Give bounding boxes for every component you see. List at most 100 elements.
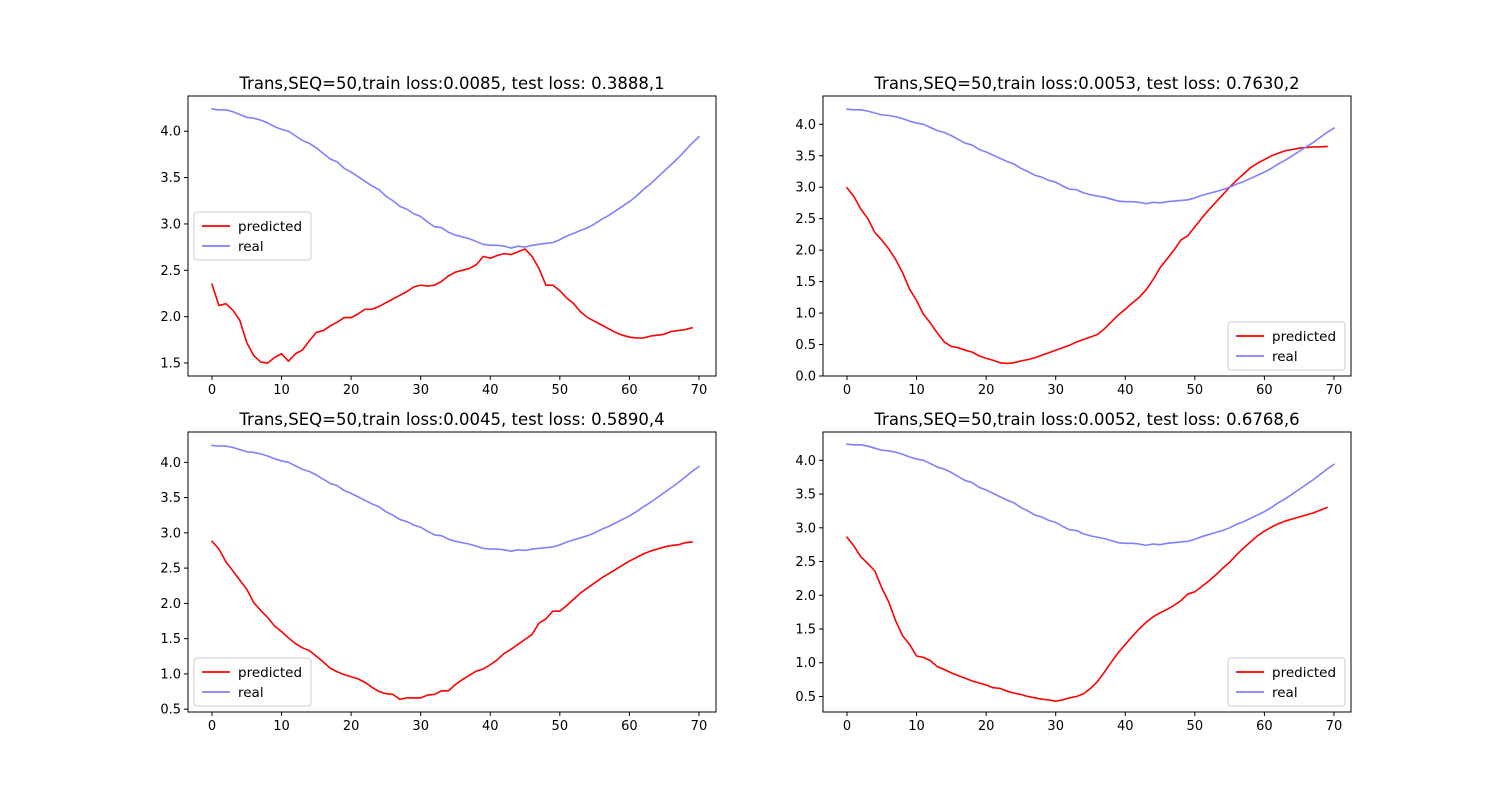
x-tick-label: 20: [343, 719, 360, 734]
legend-label-predicted: predicted: [1272, 329, 1336, 345]
axes-frame: [187, 95, 717, 377]
y-tick-label: 0.0: [795, 370, 816, 385]
legend-box: [1227, 657, 1346, 707]
x-tick-label: 20: [978, 719, 995, 734]
y-tick-label: 2.5: [160, 562, 181, 577]
y-tick-label: 3.5: [160, 491, 181, 506]
axes-frame: [187, 431, 717, 713]
legend-box: [193, 211, 312, 261]
series-line-real: [846, 443, 1336, 547]
x-tick-label: 50: [1187, 383, 1204, 398]
subplot-3: Trans,SEQ=50,train loss:0.0045, test los…: [160, 410, 717, 734]
x-tick-label: 20: [978, 383, 995, 398]
legend: predicted real: [1227, 657, 1346, 707]
subplot-title: Trans,SEQ=50,train loss:0.0053, test los…: [873, 74, 1299, 93]
y-tick-label: 2.0: [160, 310, 181, 325]
x-tick-label: 0: [843, 719, 851, 734]
x-tick-label: 60: [1256, 719, 1273, 734]
legend-label-predicted: predicted: [238, 665, 302, 681]
y-tick-label: 4.0: [795, 118, 816, 133]
x-tick-label: 20: [343, 383, 360, 398]
x-tick-label: 70: [691, 383, 708, 398]
x-tick-label: 10: [908, 383, 925, 398]
x-tick-label: 60: [1256, 383, 1273, 398]
x-tick-label: 30: [412, 383, 429, 398]
y-tick-label: 1.5: [795, 275, 816, 290]
legend-box: [1227, 321, 1346, 371]
x-tick-label: 60: [621, 383, 638, 398]
y-tick-label: 1.5: [160, 357, 181, 372]
y-tick-label: 0.5: [795, 338, 816, 353]
y-tick-label: 3.0: [160, 526, 181, 541]
legend-label-real: real: [238, 685, 264, 701]
x-tick-label: 40: [482, 383, 499, 398]
y-tick-label: 2.5: [795, 212, 816, 227]
legend-label-real: real: [1272, 685, 1298, 701]
x-tick-label: 70: [1326, 719, 1343, 734]
x-tick-label: 50: [1187, 719, 1204, 734]
legend-label-predicted: predicted: [1272, 665, 1336, 681]
x-tick-label: 10: [273, 383, 290, 398]
y-tick-label: 2.0: [795, 589, 816, 604]
y-tick-label: 3.0: [160, 217, 181, 232]
x-tick-label: 70: [691, 719, 708, 734]
y-tick-label: 4.0: [160, 456, 181, 471]
x-tick-label: 50: [552, 383, 569, 398]
x-tick-label: 50: [552, 719, 569, 734]
legend-label-real: real: [238, 239, 264, 255]
legend-label-predicted: predicted: [238, 219, 302, 235]
x-tick-label: 30: [1047, 383, 1064, 398]
y-tick-label: 3.5: [795, 488, 816, 503]
series-line-real: [211, 444, 701, 552]
axes-frame: [822, 431, 1352, 713]
x-tick-label: 70: [1326, 383, 1343, 398]
series-line-real: [211, 108, 701, 249]
y-tick-label: 4.0: [160, 125, 181, 140]
x-tick-label: 40: [482, 719, 499, 734]
y-tick-label: 2.5: [795, 555, 816, 570]
y-tick-label: 1.0: [795, 656, 816, 671]
x-tick-label: 60: [621, 719, 638, 734]
x-tick-label: 40: [1117, 383, 1134, 398]
y-tick-label: 3.5: [795, 149, 816, 164]
y-tick-label: 1.5: [795, 623, 816, 638]
subplot-title: Trans,SEQ=50,train loss:0.0085, test los…: [238, 74, 664, 93]
axes-frame: [822, 95, 1352, 377]
series-line-predicted: [210, 540, 693, 701]
x-tick-label: 0: [208, 383, 216, 398]
y-tick-label: 3.0: [795, 181, 816, 196]
x-tick-label: 0: [843, 383, 851, 398]
subplot-title: Trans,SEQ=50,train loss:0.0045, test los…: [238, 410, 664, 429]
y-tick-label: 2.0: [160, 597, 181, 612]
subplot-1: Trans,SEQ=50,train loss:0.0085, test los…: [160, 74, 717, 398]
legend: predicted real: [1227, 321, 1346, 371]
legend: predicted real: [193, 657, 312, 707]
x-tick-label: 30: [412, 719, 429, 734]
series-line-real: [846, 108, 1336, 205]
legend-box: [193, 657, 312, 707]
subplot-2: Trans,SEQ=50,train loss:0.0053, test los…: [795, 74, 1352, 398]
legend-label-real: real: [1272, 349, 1298, 365]
y-tick-label: 2.0: [795, 244, 816, 259]
x-tick-label: 0: [208, 719, 216, 734]
y-tick-label: 1.0: [795, 307, 816, 322]
y-tick-label: 1.0: [160, 667, 181, 682]
x-tick-label: 10: [908, 719, 925, 734]
y-tick-label: 2.5: [160, 264, 181, 279]
y-tick-label: 4.0: [795, 454, 816, 469]
x-tick-label: 40: [1117, 719, 1134, 734]
x-tick-label: 30: [1047, 719, 1064, 734]
x-tick-label: 10: [273, 719, 290, 734]
legend: predicted real: [193, 211, 312, 261]
subplot-title: Trans,SEQ=50,train loss:0.0052, test los…: [873, 410, 1299, 429]
y-tick-label: 3.0: [795, 521, 816, 536]
y-tick-label: 1.5: [160, 632, 181, 647]
y-tick-label: 0.5: [160, 703, 181, 718]
series-line-predicted: [845, 506, 1329, 703]
y-tick-label: 0.5: [795, 690, 816, 705]
series-line-predicted: [210, 248, 693, 364]
series-line-predicted: [845, 145, 1328, 365]
y-tick-label: 3.5: [160, 171, 181, 186]
subplot-4: Trans,SEQ=50,train loss:0.0052, test los…: [795, 410, 1352, 734]
